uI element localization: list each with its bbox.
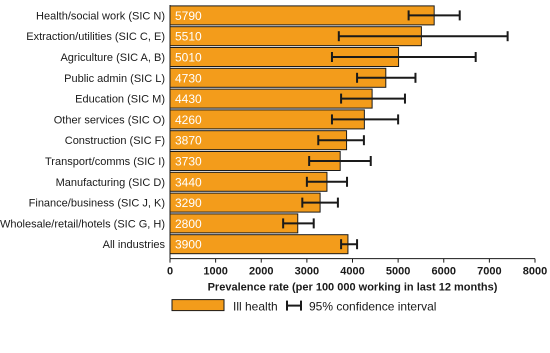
bar-1: [169, 5, 435, 26]
error-bar: [330, 52, 477, 62]
category-label: Education (SIC M): [75, 94, 165, 106]
bar-value-label: 4430: [175, 92, 202, 106]
error-bar: [340, 93, 406, 104]
error-bar: [337, 31, 509, 42]
labels-layer: Health/social work (SIC N) 5790 Extraction…: [0, 9, 202, 252]
category-label: Agriculture (SIC A, B): [60, 52, 165, 64]
category-label: Health/social work (SIC N): [36, 10, 165, 22]
x-ticks: 0 1000 2000 3000 4000 5000 6000 7000 8000: [167, 258, 547, 278]
bar-value-label: 3730: [175, 155, 202, 169]
error-bar: [340, 239, 359, 250]
error-bar: [308, 156, 372, 166]
bar-value-label: 5010: [175, 51, 202, 65]
bar-value-label: 2800: [175, 217, 202, 231]
category-label: Finance/business (SIC J, K): [29, 198, 165, 210]
legend-ci-icon: [286, 300, 302, 311]
category-label: Extraction/utilities (SIC C, E): [26, 31, 165, 43]
bar-value-label: 5790: [175, 9, 202, 23]
error-bar: [282, 218, 315, 229]
category-label: Public admin (SIC L): [64, 73, 165, 85]
legend: Ill health 95% confidence interval: [171, 299, 436, 314]
x-axis-title: Prevalence rate (per 100 000 working in …: [208, 282, 498, 294]
error-bar: [356, 72, 417, 83]
bar-value-label: 3440: [175, 175, 202, 189]
x-tick-label: 1000: [203, 266, 227, 278]
x-tick-label: 7000: [477, 266, 501, 278]
bar-4: [169, 67, 387, 88]
legend-bar-label: Ill health: [233, 300, 278, 314]
bar-value-label: 3290: [175, 196, 202, 210]
bar-value-label: 4730: [175, 71, 202, 85]
error-bar: [407, 10, 461, 21]
category-label: All industries: [103, 239, 166, 251]
bar-value-label: 3870: [175, 134, 202, 148]
bar-value-label: 3900: [175, 238, 202, 252]
bars-layer: [169, 5, 509, 255]
x-tick-label: 3000: [295, 266, 319, 278]
error-bar: [317, 135, 365, 146]
bar-value-label: 5510: [175, 30, 202, 44]
x-tick-label: 8000: [523, 266, 547, 278]
bar-value-label: 4260: [175, 113, 202, 127]
x-tick-label: 4000: [340, 266, 364, 278]
legend-ci-label: 95% confidence interval: [309, 300, 436, 314]
x-tick-label: 0: [167, 266, 173, 278]
category-label: Transport/comms (SIC I): [45, 156, 165, 168]
category-label: Other services (SIC O): [54, 114, 165, 126]
error-bar: [330, 114, 400, 125]
category-label: Construction (SIC F): [65, 135, 165, 147]
error-bar: [305, 176, 349, 187]
x-tick-label: 2000: [249, 266, 273, 278]
category-label: Manufacturing (SIC D): [56, 177, 165, 189]
x-tick-label: 6000: [432, 266, 456, 278]
legend-bar-swatch: [171, 299, 225, 312]
error-bar: [301, 197, 339, 208]
x-tick-label: 5000: [386, 266, 410, 278]
category-label: Wholesale/retail/hotels (SIC G, H): [0, 218, 165, 230]
